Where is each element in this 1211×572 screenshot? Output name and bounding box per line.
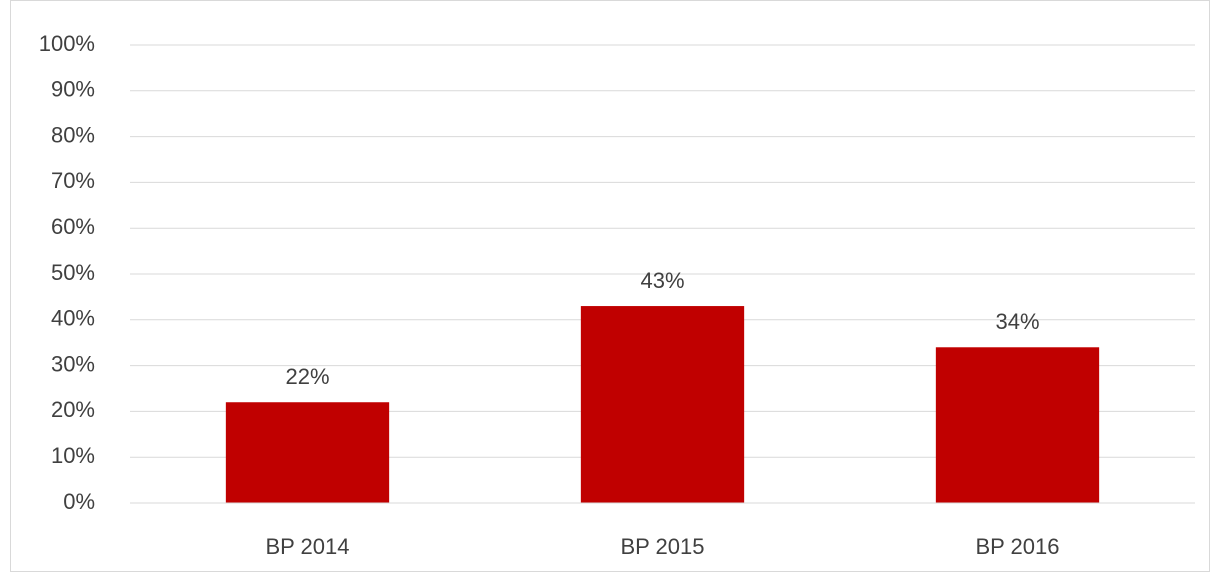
value-label: 22% — [285, 364, 329, 389]
y-tick-label: 80% — [51, 122, 95, 147]
bar — [225, 402, 390, 503]
y-tick-label: 70% — [51, 168, 95, 193]
value-label: 43% — [640, 268, 684, 293]
y-tick-label: 90% — [51, 77, 95, 102]
y-tick-label: 0% — [63, 489, 95, 514]
y-tick-label: 40% — [51, 306, 95, 331]
y-tick-label: 50% — [51, 260, 95, 285]
y-tick-label: 30% — [51, 351, 95, 376]
value-label: 34% — [995, 309, 1039, 334]
y-tick-label: 10% — [51, 443, 95, 468]
bar — [580, 306, 745, 503]
bar — [935, 347, 1100, 503]
x-tick-label: BP 2016 — [975, 534, 1059, 559]
x-tick-label: BP 2015 — [620, 534, 704, 559]
x-tick-label: BP 2014 — [265, 534, 349, 559]
y-tick-label: 20% — [51, 397, 95, 422]
y-tick-label: 100% — [39, 31, 95, 56]
y-tick-label: 60% — [51, 214, 95, 239]
